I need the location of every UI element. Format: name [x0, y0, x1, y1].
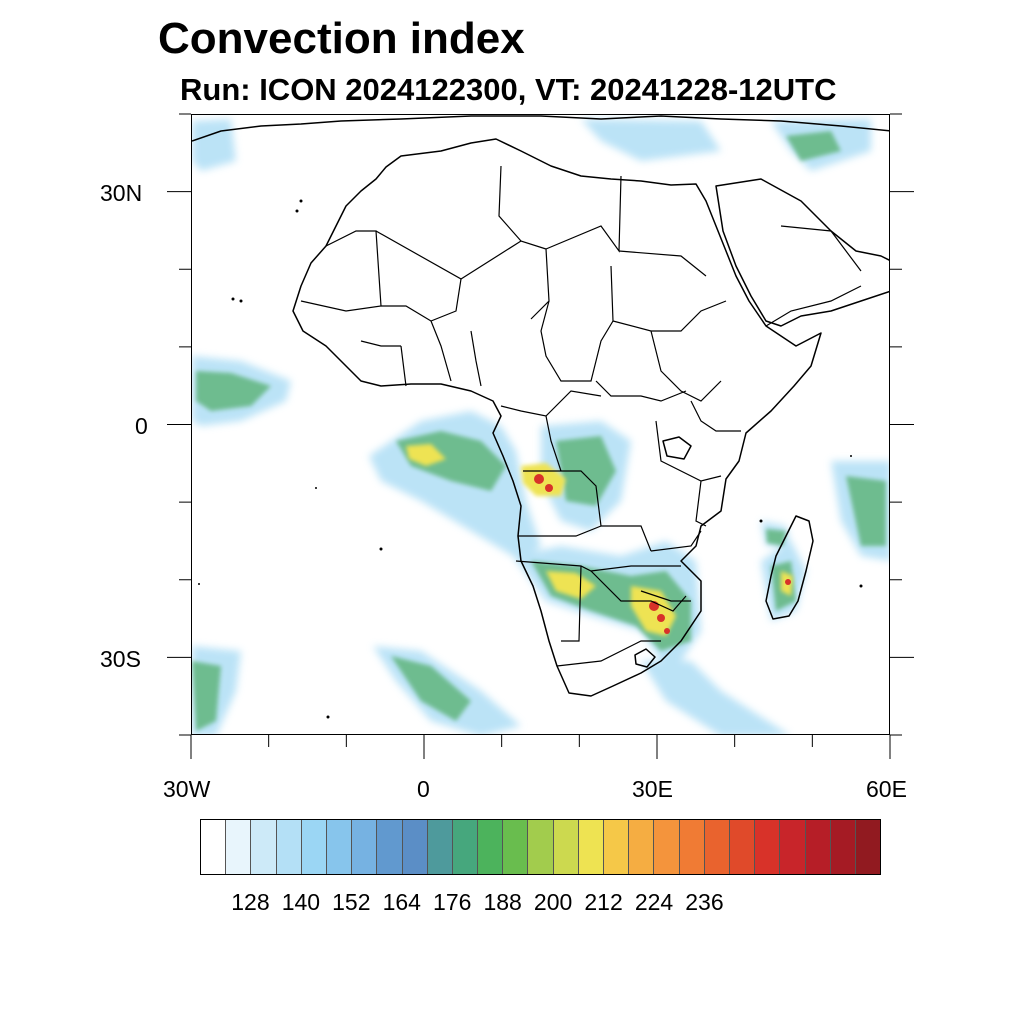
colorbar-label: 236	[685, 889, 724, 915]
colorbar-box	[578, 820, 604, 874]
colorbar-label: 140	[281, 889, 321, 915]
lat-tick-label: 0	[135, 413, 148, 439]
colorbar-box	[326, 820, 353, 874]
field-mid	[192, 131, 886, 731]
colorbar-box	[352, 820, 378, 874]
colorbar-box	[377, 820, 403, 874]
chart-title: Convection index	[158, 14, 525, 63]
colorbar-box	[553, 820, 579, 874]
colorbar-box	[452, 820, 479, 874]
colorbar-box	[755, 820, 781, 874]
colorbar-box	[528, 820, 554, 874]
colorbar-box	[704, 820, 730, 874]
colorbar-box	[855, 820, 881, 874]
colorbar-box	[301, 820, 327, 874]
colorbar-box	[226, 820, 252, 874]
colorbar-label: 212	[584, 889, 623, 915]
colorbar-box	[503, 820, 529, 874]
lesotho-border	[634, 648, 656, 668]
islands	[198, 199, 863, 719]
colorbar-box	[629, 820, 655, 874]
colorbar-box	[402, 820, 428, 874]
lon-tick-label: 0	[417, 776, 430, 802]
madagascar-coastline	[765, 515, 814, 620]
colorbar-label: 176	[433, 889, 472, 915]
map-canvas	[192, 115, 889, 734]
colorbar-box	[654, 820, 680, 874]
convection-field	[192, 119, 889, 734]
lon-tick-label: 30W	[163, 776, 211, 802]
colorbar-box	[729, 820, 756, 874]
colorbar-box	[201, 820, 227, 874]
coastlines	[192, 115, 889, 697]
colorbar-box	[427, 820, 453, 874]
colorbar-box	[830, 820, 856, 874]
field-low	[192, 119, 889, 734]
colorbar-label: 164	[382, 889, 421, 915]
chart-subtitle: Run: ICON 2024122300, VT: 20241228-12UTC	[180, 72, 837, 107]
colorbar-label: 128	[231, 889, 270, 915]
colorbar-box	[679, 820, 705, 874]
lat-tick-label: 30S	[100, 646, 141, 672]
lat-tick-label: 30N	[100, 180, 143, 206]
colorbar-label: 200	[533, 889, 573, 915]
map-panel	[191, 114, 890, 735]
field-peak	[534, 474, 791, 634]
africa-coastline	[292, 138, 822, 697]
colorbar-label: 224	[634, 889, 674, 915]
lake-victoria	[662, 436, 692, 460]
colorbar-box	[604, 820, 630, 874]
europe-coastline	[192, 115, 889, 142]
colorbar-label: 152	[332, 889, 371, 915]
colorbar-box	[478, 820, 504, 874]
lon-tick-label: 60E	[866, 776, 907, 802]
country-borders	[300, 165, 862, 667]
colorbar-box	[780, 820, 806, 874]
colorbar-box	[805, 820, 831, 874]
colorbar-box	[276, 820, 302, 874]
colorbar-box	[251, 820, 277, 874]
arabia-coastline	[715, 178, 889, 327]
colorbar-label: 188	[483, 889, 522, 915]
lon-tick-label: 30E	[632, 776, 673, 802]
colorbar	[200, 819, 881, 875]
